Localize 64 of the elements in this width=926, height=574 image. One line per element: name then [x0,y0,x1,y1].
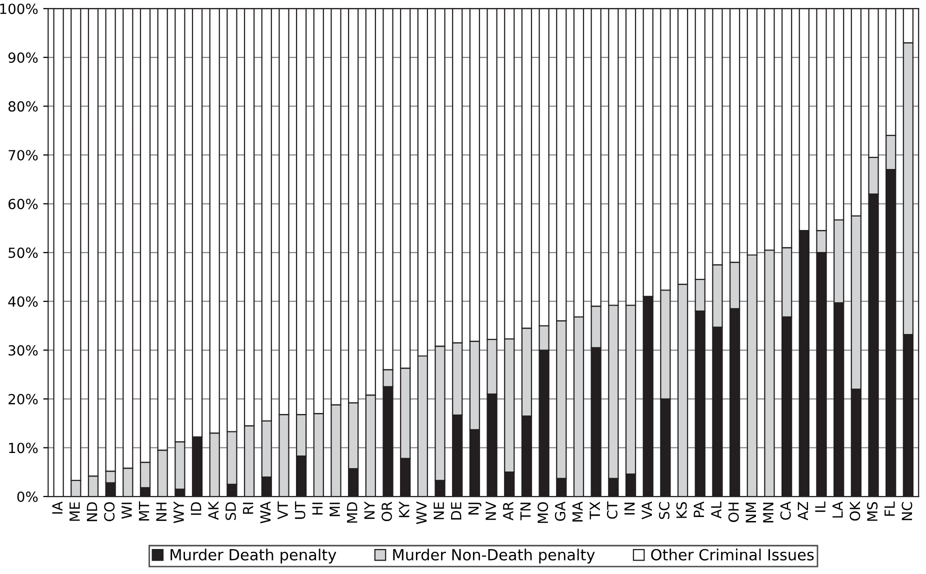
x-tick-label: WY [174,501,184,524]
x-tick-label: CA [780,501,791,520]
x-tick-label: MN [763,502,774,522]
y-tick-label: 80% [8,101,38,112]
x-tick-label: TX [590,502,600,520]
x-tick-label: MT [138,501,150,520]
x-tick-label: NH [156,502,166,521]
x-tick-label: LA [832,501,843,518]
x-tick-label: MS [867,502,878,521]
x-tick-label: VT [278,501,288,520]
x-tick-label: NM [746,502,756,522]
y-tick-label: 20% [8,394,38,404]
x-tick-label: AL [711,501,722,518]
y-tick-label: 10% [9,442,38,454]
x-tick-label: MD [347,502,358,523]
x-tick-label: CO [104,502,115,522]
x-tick-label: WA [260,501,270,524]
x-tick-label: ND [86,502,98,522]
x-tick-label: IA [52,501,62,514]
x-tick-label: NE [434,502,444,520]
x-tick-label: ID [190,502,202,515]
x-tick-label: HI [312,502,322,515]
x-tick-label: SC [658,502,670,519]
x-tick-label: WV [416,501,427,524]
x-tick-label: IL [815,501,826,512]
x-tick-label: TN [520,502,531,520]
x-tick-label: UT [295,501,306,519]
y-tick-label: 40% [8,296,38,307]
x-tick-label: MO [538,502,548,523]
x-tick-label: MA [572,501,583,522]
legend-label: Other Criminal Issues [651,548,814,560]
x-tick-label: NY [364,501,374,519]
x-tick-label: GA [554,501,566,521]
x-tick-label: AK [208,501,218,520]
x-tick-label: WI [122,502,132,519]
x-tick-label: VA [642,501,652,520]
x-tick-label: NJ [468,502,482,514]
x-tick-label: AR [503,502,514,520]
x-tick-label: ME [70,502,80,521]
y-tick-label: 100% [0,4,38,14]
y-tick-label: 90% [8,52,38,63]
x-tick-label: KS [676,502,687,518]
x-tick-label: RI [242,502,254,514]
x-tick-label: NC [902,502,912,520]
x-tick-label: IN [624,502,635,514]
y-tick-label: 50% [8,248,38,258]
y-tick-label: 0% [17,491,38,502]
x-tick-label: KY [399,501,410,518]
x-tick-label: OK [850,501,860,521]
x-tick-label: FL [884,501,895,516]
y-tick-label: 30% [8,345,38,356]
x-tick-label: PA [694,501,704,517]
x-tick-label: SD [225,502,236,520]
y-tick-label: 70% [8,150,38,160]
y-tick-label: 60% [8,198,38,210]
legend-label: Murder Death penalty [170,548,336,564]
x-tick-label: NV [486,501,496,520]
x-tick-label: AZ [798,502,808,520]
legend-label: Murder Non-Death penalty [393,548,595,564]
x-tick-label: CT [606,501,618,519]
x-tick-label: OR [382,502,392,522]
x-tick-label: DE [451,502,462,520]
x-tick-label: MI [330,502,340,516]
x-tick-label: OH [728,502,739,522]
